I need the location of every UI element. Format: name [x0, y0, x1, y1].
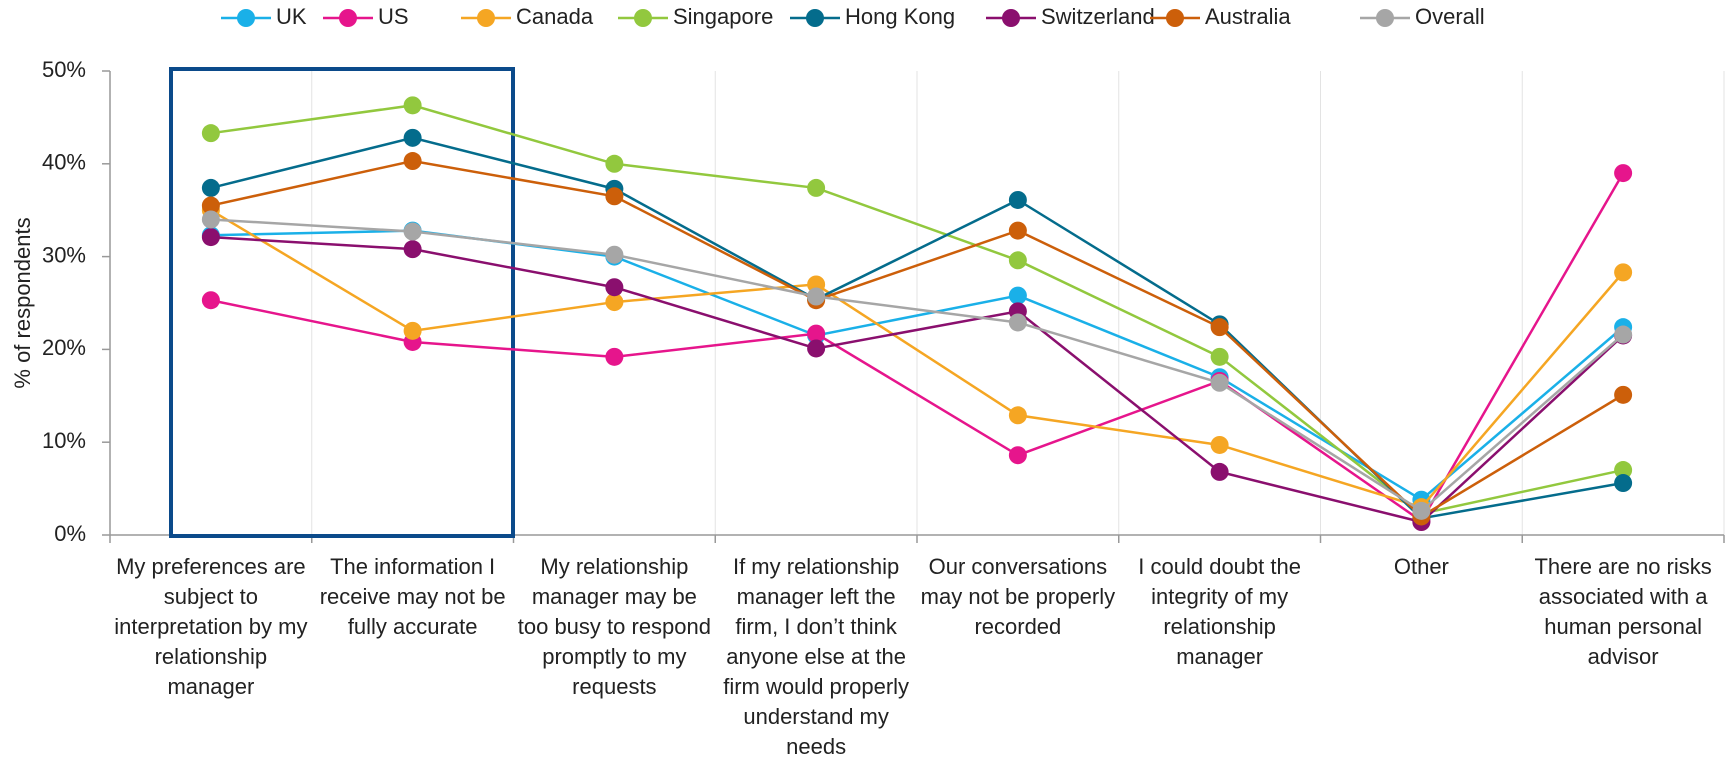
y-axis-title: % of respondents: [10, 217, 35, 388]
data-point: [403, 96, 422, 115]
x-tick-label: Other: [1393, 554, 1449, 579]
data-point: [201, 228, 220, 247]
data-point: [1008, 190, 1027, 209]
data-point: [605, 154, 624, 173]
y-tick-label: 50%: [42, 57, 86, 82]
series-line: [210, 218, 1624, 513]
x-tick-label: I could doubt the integrity of my relati…: [1138, 554, 1301, 669]
legend-label: Overall: [1415, 4, 1485, 29]
legend-marker: [1376, 9, 1394, 27]
legend-label: Australia: [1205, 4, 1291, 29]
y-tick-label: 30%: [42, 242, 86, 267]
legend-label: US: [378, 4, 409, 29]
data-point: [1210, 462, 1229, 481]
x-tick-label: The information I receive may not be ful…: [319, 554, 506, 639]
data-point: [1008, 221, 1027, 240]
data-point: [605, 278, 624, 297]
data-point: [403, 152, 422, 171]
highlight-box: [169, 67, 515, 538]
data-point: [1614, 263, 1633, 282]
data-point: [1412, 501, 1431, 520]
legend-marker: [339, 9, 357, 27]
legend-label: Canada: [516, 4, 594, 29]
data-point: [1614, 461, 1633, 480]
data-point: [403, 222, 422, 241]
x-tick-label: If my relationship manager left the firm…: [723, 554, 910, 759]
legend-marker: [1002, 9, 1020, 27]
data-point: [1008, 446, 1027, 465]
data-point: [403, 240, 422, 259]
y-tick-label: 0%: [54, 521, 86, 546]
data-point: [807, 324, 826, 343]
legend-marker: [806, 9, 824, 27]
data-point: [201, 291, 220, 310]
data-point: [807, 178, 826, 197]
data-point: [807, 287, 826, 306]
data-point: [201, 196, 220, 215]
series-line: [210, 235, 1624, 524]
data-point: [201, 124, 220, 143]
x-tick-label: There are no risks associated with a hum…: [1534, 554, 1712, 669]
data-point: [403, 128, 422, 147]
legend-marker: [1166, 9, 1184, 27]
data-point: [403, 321, 422, 340]
data-point: [605, 347, 624, 366]
data-point: [1614, 385, 1633, 404]
data-point: [1008, 251, 1027, 270]
data-point: [1614, 325, 1633, 344]
data-point: [1614, 474, 1633, 493]
legend-label: UK: [276, 4, 307, 29]
data-point: [1210, 435, 1229, 454]
data-point: [605, 245, 624, 264]
y-tick-label: 20%: [42, 335, 86, 360]
legend-marker: [237, 9, 255, 27]
data-point: [1614, 164, 1633, 183]
data-point: [807, 339, 826, 358]
x-tick-label: Our conversations may not be properly re…: [920, 554, 1116, 639]
y-tick-label: 40%: [42, 150, 86, 175]
data-point: [605, 293, 624, 312]
data-point: [201, 178, 220, 197]
legend-marker: [634, 9, 652, 27]
legend-marker: [477, 9, 495, 27]
data-point: [605, 187, 624, 206]
x-tick-label: My preferences are subject to interpreta…: [114, 554, 308, 699]
legend-label: Hong Kong: [845, 4, 955, 29]
series-line: [210, 159, 1624, 518]
data-point: [1008, 286, 1027, 305]
legend-label: Singapore: [673, 4, 773, 29]
data-point: [1008, 313, 1027, 332]
data-point: [1210, 318, 1229, 337]
y-tick-label: 10%: [42, 428, 86, 453]
data-point: [1008, 406, 1027, 425]
series-line: [210, 209, 1625, 509]
data-point: [1210, 347, 1229, 366]
x-tick-label: My relationship manager may be too busy …: [517, 554, 711, 699]
data-point: [201, 210, 220, 229]
legend-label: Switzerland: [1041, 4, 1155, 29]
data-point: [1210, 373, 1229, 392]
